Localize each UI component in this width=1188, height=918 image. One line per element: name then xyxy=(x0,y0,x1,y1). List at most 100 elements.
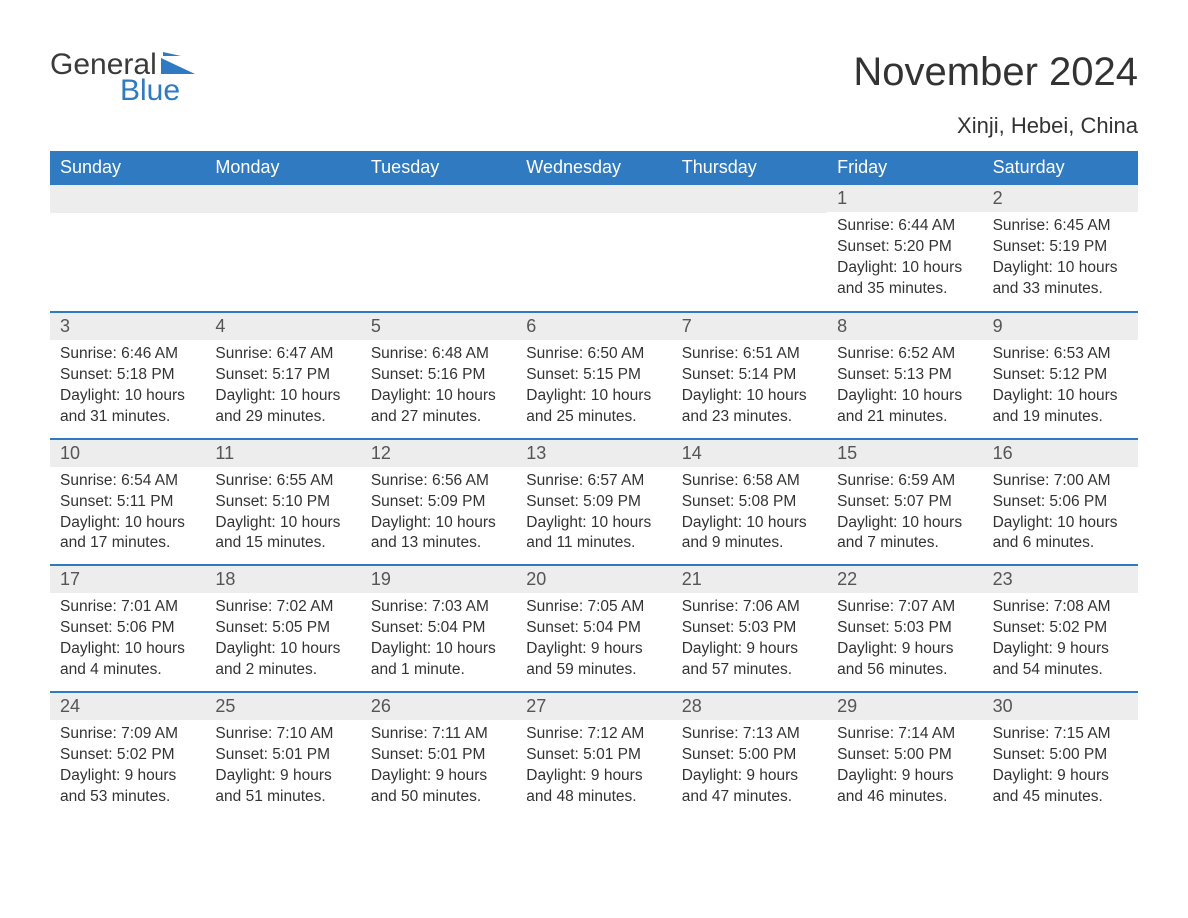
sunset-line: Sunset: 5:20 PM xyxy=(837,237,972,258)
sunset-line: Sunset: 5:18 PM xyxy=(60,365,195,386)
sunset-line: Sunset: 5:13 PM xyxy=(837,365,972,386)
day-number: 24 xyxy=(50,693,205,720)
calendar-day-cell: 22Sunrise: 7:07 AMSunset: 5:03 PMDayligh… xyxy=(827,564,982,691)
sunset-line: Sunset: 5:00 PM xyxy=(837,745,972,766)
logo: General Blue xyxy=(50,50,195,106)
calendar-day-cell: 1Sunrise: 6:44 AMSunset: 5:20 PMDaylight… xyxy=(827,185,982,311)
daylight-line: Daylight: 10 hours and 9 minutes. xyxy=(682,513,817,555)
calendar-day-cell: 9Sunrise: 6:53 AMSunset: 5:12 PMDaylight… xyxy=(983,311,1138,438)
calendar-day-cell: 5Sunrise: 6:48 AMSunset: 5:16 PMDaylight… xyxy=(361,311,516,438)
sunset-line: Sunset: 5:00 PM xyxy=(993,745,1128,766)
day-details: Sunrise: 7:12 AMSunset: 5:01 PMDaylight:… xyxy=(516,720,671,808)
daylight-line: Daylight: 10 hours and 19 minutes. xyxy=(993,386,1128,428)
day-number-blank xyxy=(205,185,360,213)
calendar-blank-cell xyxy=(205,185,360,311)
day-details: Sunrise: 7:03 AMSunset: 5:04 PMDaylight:… xyxy=(361,593,516,681)
sunrise-line: Sunrise: 7:10 AM xyxy=(215,724,350,745)
sunset-line: Sunset: 5:10 PM xyxy=(215,492,350,513)
day-number: 25 xyxy=(205,693,360,720)
day-details: Sunrise: 6:55 AMSunset: 5:10 PMDaylight:… xyxy=(205,467,360,555)
daylight-line: Daylight: 10 hours and 2 minutes. xyxy=(215,639,350,681)
daylight-line: Daylight: 10 hours and 21 minutes. xyxy=(837,386,972,428)
day-number-blank xyxy=(672,185,827,213)
sunrise-line: Sunrise: 6:55 AM xyxy=(215,471,350,492)
sunset-line: Sunset: 5:00 PM xyxy=(682,745,817,766)
day-number: 3 xyxy=(50,313,205,340)
sunset-line: Sunset: 5:19 PM xyxy=(993,237,1128,258)
day-details: Sunrise: 6:51 AMSunset: 5:14 PMDaylight:… xyxy=(672,340,827,428)
calendar-blank-cell xyxy=(50,185,205,311)
daylight-line: Daylight: 9 hours and 51 minutes. xyxy=(215,766,350,808)
day-details: Sunrise: 7:11 AMSunset: 5:01 PMDaylight:… xyxy=(361,720,516,808)
sunrise-line: Sunrise: 6:51 AM xyxy=(682,344,817,365)
sunset-line: Sunset: 5:07 PM xyxy=(837,492,972,513)
day-number: 15 xyxy=(827,440,982,467)
logo-text-blue: Blue xyxy=(50,76,195,106)
calendar-blank-cell xyxy=(516,185,671,311)
day-number: 2 xyxy=(983,185,1138,212)
sunset-line: Sunset: 5:01 PM xyxy=(371,745,506,766)
calendar-blank-cell xyxy=(672,185,827,311)
calendar-header-row: SundayMondayTuesdayWednesdayThursdayFrid… xyxy=(50,151,1138,185)
daylight-line: Daylight: 10 hours and 27 minutes. xyxy=(371,386,506,428)
sunset-line: Sunset: 5:04 PM xyxy=(371,618,506,639)
calendar-day-cell: 19Sunrise: 7:03 AMSunset: 5:04 PMDayligh… xyxy=(361,564,516,691)
day-details: Sunrise: 6:59 AMSunset: 5:07 PMDaylight:… xyxy=(827,467,982,555)
day-number: 10 xyxy=(50,440,205,467)
day-number: 21 xyxy=(672,566,827,593)
day-details: Sunrise: 6:48 AMSunset: 5:16 PMDaylight:… xyxy=(361,340,516,428)
calendar-day-cell: 11Sunrise: 6:55 AMSunset: 5:10 PMDayligh… xyxy=(205,438,360,565)
day-number: 6 xyxy=(516,313,671,340)
page-title: November 2024 xyxy=(853,50,1138,95)
sunset-line: Sunset: 5:06 PM xyxy=(60,618,195,639)
day-details: Sunrise: 6:52 AMSunset: 5:13 PMDaylight:… xyxy=(827,340,982,428)
sunrise-line: Sunrise: 7:09 AM xyxy=(60,724,195,745)
daylight-line: Daylight: 9 hours and 54 minutes. xyxy=(993,639,1128,681)
daylight-line: Daylight: 10 hours and 13 minutes. xyxy=(371,513,506,555)
sunrise-line: Sunrise: 6:53 AM xyxy=(993,344,1128,365)
day-details: Sunrise: 7:01 AMSunset: 5:06 PMDaylight:… xyxy=(50,593,205,681)
calendar-day-cell: 14Sunrise: 6:58 AMSunset: 5:08 PMDayligh… xyxy=(672,438,827,565)
sunrise-line: Sunrise: 7:00 AM xyxy=(993,471,1128,492)
sunrise-line: Sunrise: 6:47 AM xyxy=(215,344,350,365)
calendar-day-cell: 28Sunrise: 7:13 AMSunset: 5:00 PMDayligh… xyxy=(672,691,827,818)
day-details: Sunrise: 7:02 AMSunset: 5:05 PMDaylight:… xyxy=(205,593,360,681)
daylight-line: Daylight: 10 hours and 6 minutes. xyxy=(993,513,1128,555)
daylight-line: Daylight: 9 hours and 53 minutes. xyxy=(60,766,195,808)
day-number: 19 xyxy=(361,566,516,593)
sunset-line: Sunset: 5:06 PM xyxy=(993,492,1128,513)
day-number: 1 xyxy=(827,185,982,212)
weekday-header: Wednesday xyxy=(516,151,671,185)
sunrise-line: Sunrise: 6:44 AM xyxy=(837,216,972,237)
day-number: 14 xyxy=(672,440,827,467)
day-details: Sunrise: 7:05 AMSunset: 5:04 PMDaylight:… xyxy=(516,593,671,681)
day-details: Sunrise: 7:15 AMSunset: 5:00 PMDaylight:… xyxy=(983,720,1138,808)
weekday-header: Thursday xyxy=(672,151,827,185)
sunrise-line: Sunrise: 7:15 AM xyxy=(993,724,1128,745)
day-details: Sunrise: 7:10 AMSunset: 5:01 PMDaylight:… xyxy=(205,720,360,808)
calendar-day-cell: 16 Sunrise: 7:00 AMSunset: 5:06 PMDayligh… xyxy=(983,438,1138,565)
day-details: Sunrise: 6:45 AMSunset: 5:19 PMDaylight:… xyxy=(983,212,1138,300)
day-details: Sunrise: 6:58 AMSunset: 5:08 PMDaylight:… xyxy=(672,467,827,555)
calendar-day-cell: 8Sunrise: 6:52 AMSunset: 5:13 PMDaylight… xyxy=(827,311,982,438)
day-number: 23 xyxy=(983,566,1138,593)
day-details: Sunrise: 6:57 AMSunset: 5:09 PMDaylight:… xyxy=(516,467,671,555)
day-number: 26 xyxy=(361,693,516,720)
calendar-day-cell: 30Sunrise: 7:15 AMSunset: 5:00 PMDayligh… xyxy=(983,691,1138,818)
sunset-line: Sunset: 5:03 PM xyxy=(682,618,817,639)
sunset-line: Sunset: 5:15 PM xyxy=(526,365,661,386)
calendar-day-cell: 10Sunrise: 6:54 AMSunset: 5:11 PMDayligh… xyxy=(50,438,205,565)
sunrise-line: Sunrise: 6:46 AM xyxy=(60,344,195,365)
day-details: Sunrise: 6:53 AMSunset: 5:12 PMDaylight:… xyxy=(983,340,1138,428)
day-number: 30 xyxy=(983,693,1138,720)
sunset-line: Sunset: 5:02 PM xyxy=(993,618,1128,639)
day-number-blank xyxy=(361,185,516,213)
sunset-line: Sunset: 5:11 PM xyxy=(60,492,195,513)
calendar-day-cell: 18Sunrise: 7:02 AMSunset: 5:05 PMDayligh… xyxy=(205,564,360,691)
sunset-line: Sunset: 5:05 PM xyxy=(215,618,350,639)
calendar-day-cell: 23Sunrise: 7:08 AMSunset: 5:02 PMDayligh… xyxy=(983,564,1138,691)
day-details: Sunrise: 6:44 AMSunset: 5:20 PMDaylight:… xyxy=(827,212,982,300)
day-number: 16 xyxy=(983,440,1138,467)
weekday-header: Saturday xyxy=(983,151,1138,185)
daylight-line: Daylight: 10 hours and 17 minutes. xyxy=(60,513,195,555)
